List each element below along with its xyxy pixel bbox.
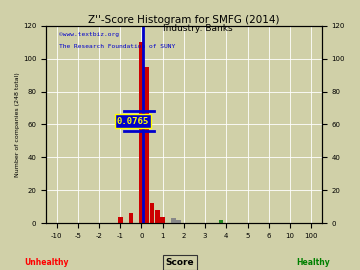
Text: ©www.textbiz.org: ©www.textbiz.org xyxy=(59,32,119,37)
Text: 0.0765: 0.0765 xyxy=(117,117,149,126)
Bar xyxy=(144,67,149,223)
Bar xyxy=(150,203,154,223)
Bar xyxy=(171,218,176,223)
Bar xyxy=(219,220,223,223)
Text: Unhealthy: Unhealthy xyxy=(24,258,69,267)
Text: Score: Score xyxy=(166,258,194,267)
Bar xyxy=(139,42,144,223)
Bar xyxy=(155,210,160,223)
Title: Z''-Score Histogram for SMFG (2014): Z''-Score Histogram for SMFG (2014) xyxy=(88,15,280,25)
Bar xyxy=(176,220,181,223)
Text: Healthy: Healthy xyxy=(296,258,330,267)
Bar xyxy=(118,217,123,223)
Bar xyxy=(129,213,133,223)
Text: Industry: Banks: Industry: Banks xyxy=(163,24,233,33)
Bar xyxy=(160,217,165,223)
Text: The Research Foundation of SUNY: The Research Foundation of SUNY xyxy=(59,44,175,49)
Y-axis label: Number of companies (248 total): Number of companies (248 total) xyxy=(15,72,20,177)
